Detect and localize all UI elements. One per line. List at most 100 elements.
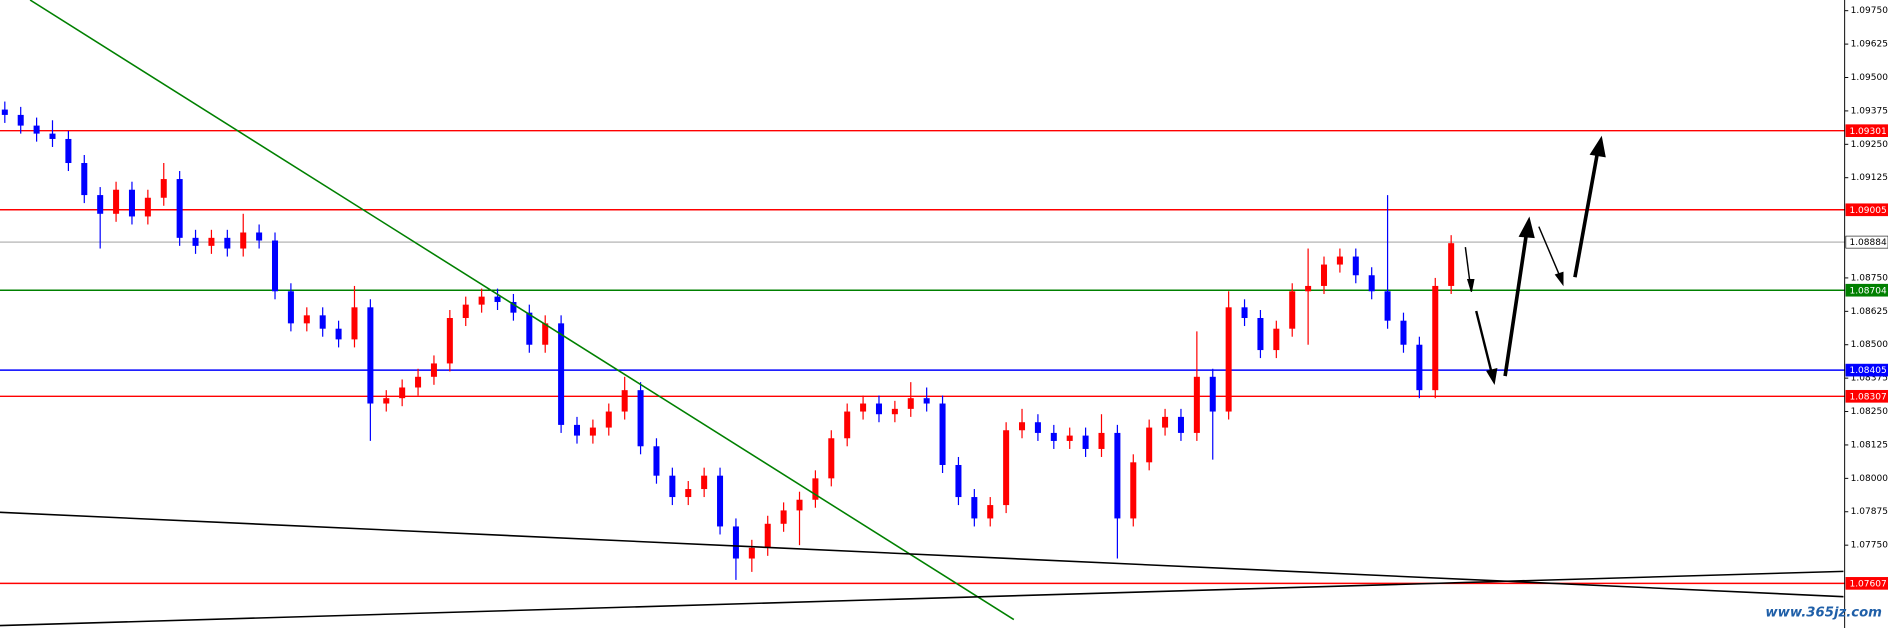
candle-body (1432, 285, 1439, 391)
arrow-head (1466, 279, 1475, 292)
candle-body (685, 489, 692, 498)
candle-body (748, 547, 755, 559)
y-tick-label: 1.08250 (1851, 407, 1888, 417)
candle-body (1066, 435, 1073, 441)
candle-body (923, 398, 930, 404)
arrow (1503, 231, 1529, 377)
candle-body (1162, 416, 1169, 428)
candle-body (1225, 307, 1232, 412)
candle-body (669, 475, 676, 498)
candle-body (399, 387, 406, 399)
y-tick-label: 1.07750 (1851, 541, 1888, 551)
candle-body (955, 464, 962, 498)
candle-body (319, 315, 326, 329)
candle-body (1050, 432, 1057, 441)
candle-body (1082, 435, 1089, 449)
candle-body (1416, 344, 1423, 391)
candle-body (764, 523, 771, 548)
candle-body (383, 398, 390, 404)
candle-body (81, 163, 88, 196)
candle-body (717, 475, 724, 527)
y-tick-label: 1.09375 (1851, 106, 1888, 116)
candle-body (128, 189, 135, 217)
level-label-box (1845, 203, 1888, 217)
level-label-box (1845, 124, 1888, 138)
candle-body (828, 438, 835, 479)
candle-body (1177, 416, 1184, 433)
candle-body (653, 446, 660, 476)
candle-body (1019, 422, 1026, 431)
level-label: 1.09301 (1849, 127, 1886, 137)
candle-body (844, 411, 851, 439)
y-tick-label: 1.08125 (1851, 440, 1888, 450)
y-tick-label: 1.09125 (1851, 173, 1888, 183)
candle-body (1384, 291, 1391, 321)
axis-background (1844, 0, 1888, 628)
y-tick-label: 1.08625 (1851, 307, 1888, 317)
candle-body (256, 232, 263, 241)
candle-body (1352, 256, 1359, 276)
candle-body (1257, 318, 1264, 351)
candle-body (637, 390, 644, 447)
candle-body (1193, 376, 1200, 433)
candle-body (351, 307, 358, 340)
candle-body (510, 301, 517, 313)
candle-body (367, 307, 374, 404)
candle-body (1098, 432, 1105, 449)
y-tick-label: 1.07875 (1851, 507, 1888, 517)
candles (1, 101, 1455, 580)
candle-body (1114, 432, 1121, 519)
y-tick-label: 1.08000 (1851, 474, 1888, 484)
candle-body (49, 133, 56, 139)
candle-body (478, 296, 485, 305)
candle-body (701, 475, 708, 490)
candle-body (812, 478, 819, 500)
candle-body (605, 411, 612, 428)
arrow-head (1518, 216, 1535, 239)
arrow-head (1554, 271, 1564, 287)
candle-body (891, 408, 898, 415)
candle-body (287, 291, 294, 324)
candle-body (494, 296, 501, 302)
candle-body (573, 424, 581, 436)
arrow (1538, 226, 1560, 276)
candle-body (1305, 285, 1312, 292)
arrow-head (1589, 135, 1606, 158)
candle-body (1146, 427, 1153, 463)
arrow (1475, 310, 1494, 374)
y-tick-label: 1.08500 (1851, 340, 1888, 350)
y-tick-label: 1.09625 (1851, 40, 1888, 50)
candle-body (446, 318, 453, 364)
candle-body (192, 237, 199, 246)
candle-body (780, 510, 787, 524)
candle-body (796, 499, 803, 511)
candle-body (971, 497, 978, 519)
candle-body (526, 312, 533, 345)
candle-body (1289, 291, 1296, 329)
level-label-box (1845, 363, 1888, 377)
candle-body (17, 114, 24, 126)
candle-body (860, 403, 867, 412)
candle-body (240, 232, 247, 249)
forecast-arrows (1464, 135, 1606, 386)
candle-body (589, 427, 596, 436)
level-label-box (1845, 577, 1888, 590)
candle-body (160, 179, 167, 198)
candle-body (987, 505, 994, 519)
candle-body (462, 304, 469, 319)
candle-body (1241, 307, 1248, 319)
drawings (0, 0, 1844, 627)
candle-body (176, 179, 183, 238)
level-label: 1.08405 (1849, 366, 1886, 376)
candle-body (144, 197, 151, 217)
level-label: 1.09005 (1849, 206, 1886, 216)
candle-body (1368, 275, 1375, 292)
candle-body (97, 195, 104, 214)
candle-body (33, 125, 40, 134)
candle-body (430, 363, 437, 377)
candle-body (65, 138, 72, 164)
candle-body (1034, 422, 1041, 433)
price-axis: 1.09750 1.09625 1.09500 1.09375 1.09250 1.091… (1844, 0, 1888, 628)
candle-body (1448, 243, 1455, 286)
